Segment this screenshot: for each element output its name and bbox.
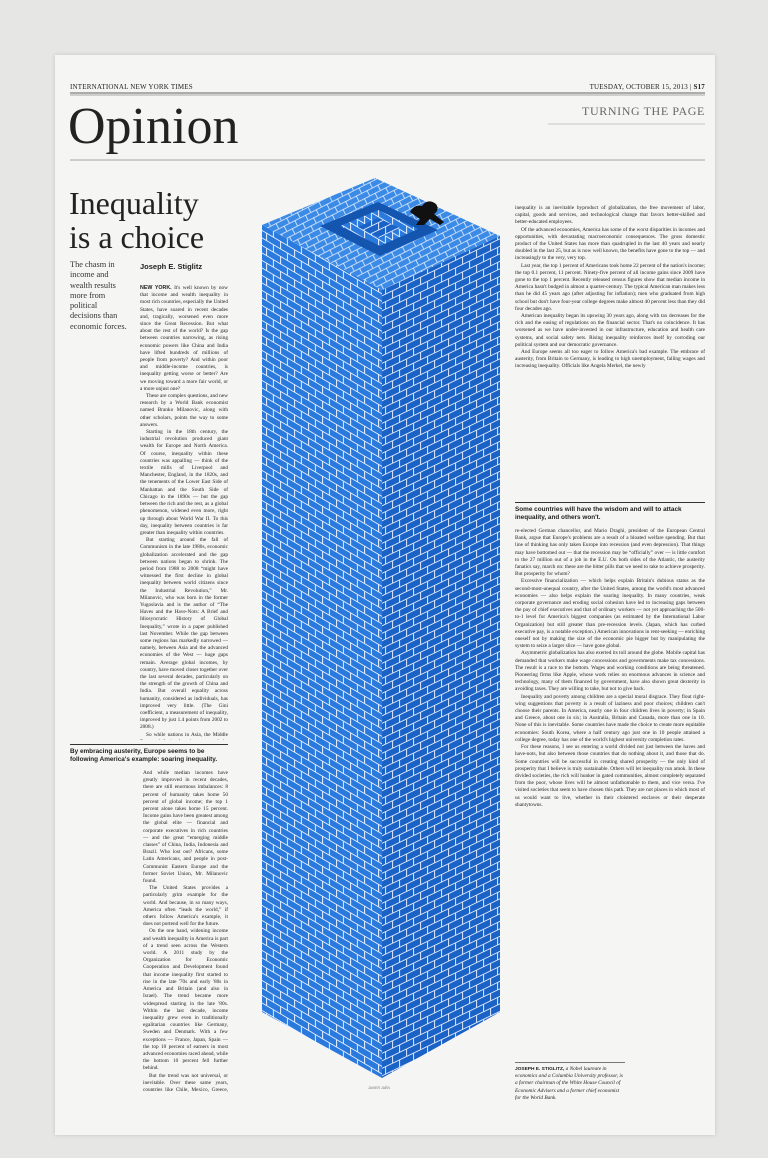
paragraph: Asymmetric globalization has also exerte…	[515, 650, 705, 693]
tower-right-face	[382, 236, 500, 1078]
paragraph: The United States provides a particularl…	[143, 885, 228, 928]
pull-quote: By embracing austerity, Europe seems to …	[70, 744, 228, 764]
paragraph: And while median incomes have greatly im…	[143, 770, 228, 885]
kicker: TURNING THE PAGE	[582, 104, 705, 118]
paragraph: But starting around the fall of Communis…	[140, 537, 228, 731]
paragraph: Inequality and poverty among children ar…	[515, 693, 705, 743]
byline: Joseph E. Stiglitz	[140, 262, 203, 271]
paragraph: inequality is an inevitable byproduct of…	[515, 205, 705, 226]
paragraph: Of the advanced economies, America has s…	[515, 226, 705, 262]
bio-name: JOSEPH E. STIGLITZ,	[515, 1067, 565, 1072]
page-number: S17	[693, 83, 705, 91]
body-column: re-elected German chancellor, and Mario …	[515, 528, 705, 1056]
date-line: TUESDAY, OCTOBER 15, 2013 | S17	[589, 83, 705, 91]
headline: Inequality is a choice	[69, 186, 204, 254]
tower-steps	[358, 218, 400, 238]
body-column: NEW YORK. It's well known by now that in…	[140, 285, 228, 740]
paragraph: NEW YORK. It's well known by now that in…	[140, 285, 228, 393]
author-bio: JOSEPH E. STIGLITZ, a Nobel laureate in …	[515, 1062, 625, 1102]
headline-line: is a choice	[69, 219, 205, 255]
deck: The chasm in income and wealth results m…	[70, 260, 127, 331]
pull-quote: Some countries will have the wisdom and …	[515, 502, 705, 522]
paragraph: So while nations in Asia, the Middle Eas…	[140, 731, 228, 740]
body-column: And while median incomes have greatly im…	[143, 770, 228, 1092]
tower-left-face	[262, 225, 382, 1078]
paragraph-text: It's well known by now that income and w…	[140, 285, 228, 392]
paper-name: INTERNATIONAL NEW YORK TIMES	[70, 83, 193, 91]
body-column: inequality is an inevitable byproduct of…	[515, 205, 705, 497]
paragraph: For these reasons, I see us entering a w…	[515, 744, 705, 808]
crawling-figure	[410, 201, 444, 225]
paragraph: But the trend was not universal, or inev…	[143, 1072, 228, 1092]
paragraph: Last year, the top 1 percent of American…	[515, 262, 705, 312]
headline-line: Inequality	[69, 185, 199, 221]
date: TUESDAY, OCTOBER 15, 2013	[589, 83, 688, 91]
dateline: NEW YORK.	[140, 285, 172, 291]
paragraph: Excessive financialization — which helps…	[515, 578, 705, 650]
paragraph: On the one hand, widening income and wea…	[143, 928, 228, 1072]
paragraph: And Europe seems all too eager to follow…	[515, 349, 705, 370]
paragraph: re-elected German chancellor, and Mario …	[515, 528, 705, 578]
section-title: Opinion	[68, 98, 239, 155]
illustration-credit: JAVIER JAÉN	[368, 1086, 390, 1090]
bio-text: a Nobel laureate in economics and a Colu…	[515, 1066, 623, 1101]
paragraph: American inequality began its upswing 30…	[515, 313, 705, 348]
paragraph: Starting in the 18th century, the indust…	[140, 429, 228, 536]
paragraph: These are complex questions, and new res…	[140, 393, 228, 428]
